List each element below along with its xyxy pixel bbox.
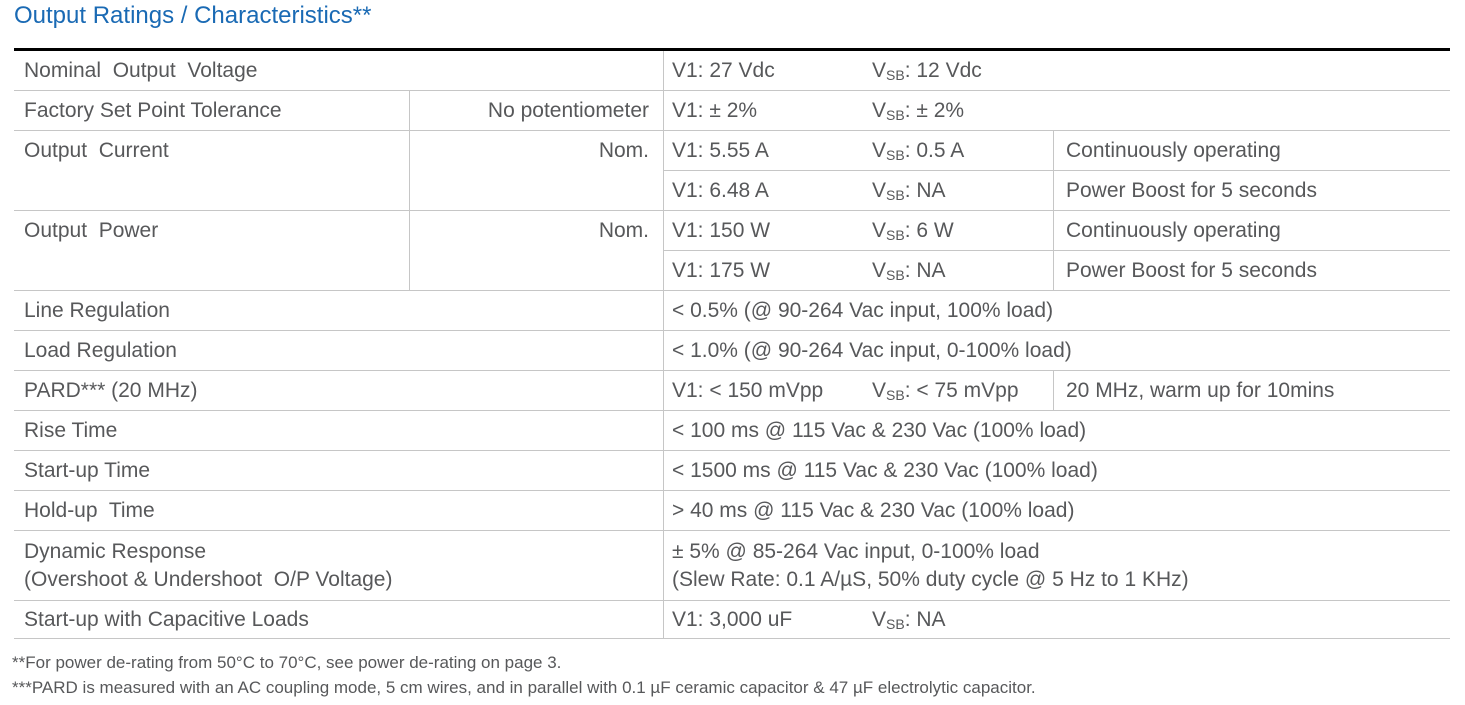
value-v1: V1: 27 Vdc: [672, 58, 775, 82]
table-row: Load Regulation < 1.0% (@ 90-264 Vac inp…: [14, 331, 1450, 371]
row-values: V1: 5.55 A VSB: 0.5 A: [664, 131, 1054, 170]
row-subrows: V1: 5.55 A VSB: 0.5 A Continuously opera…: [664, 131, 1450, 210]
value-vsb: VSB: NA: [872, 258, 946, 283]
row-label: Output Power: [14, 211, 410, 290]
value-vsb: VSB: 6 W: [872, 218, 954, 243]
value-vsb: VSB: 0.5 A: [872, 138, 965, 163]
table-row: Dynamic Response (Overshoot & Undershoot…: [14, 531, 1450, 601]
row-label: Factory Set Point Tolerance: [14, 91, 410, 130]
table-subrow: V1: 6.48 A VSB: NA Power Boost for 5 sec…: [664, 171, 1450, 210]
condition-cell: Continuously operating: [1066, 218, 1281, 242]
row-values: V1: 6.48 A VSB: NA: [664, 171, 1054, 210]
table-row: PARD*** (20 MHz) V1: < 150 mVpp VSB: < 7…: [14, 371, 1450, 411]
value-v1: V1: 175 W: [672, 258, 771, 282]
table-row: Start-up with Capacitive Loads V1: 3,000…: [14, 601, 1450, 639]
value-v1: V1: 6.48 A: [672, 178, 769, 202]
row-note: Nom.: [410, 131, 664, 210]
row-values: V1: < 150 mVpp VSB: < 75 mVpp: [664, 371, 1054, 410]
row-label: Load Regulation: [14, 331, 664, 370]
row-label: Start-up Time: [14, 451, 664, 490]
row-label: Line Regulation: [14, 291, 664, 330]
table-row: Factory Set Point Tolerance No potentiom…: [14, 91, 1450, 131]
row-label: Start-up with Capacitive Loads: [14, 601, 664, 638]
value-v1: V1: 3,000 uF: [672, 607, 793, 631]
table-subrow: V1: 5.55 A VSB: 0.5 A Continuously opera…: [664, 131, 1450, 171]
row-value: < 0.5% (@ 90-264 Vac input, 100% load): [672, 298, 1054, 322]
value-vsb: VSB: < 75 mVpp: [872, 378, 1019, 403]
condition-cell: 20 MHz, warm up for 10mins: [1066, 378, 1335, 402]
row-values: V1: ± 2% VSB: ± 2%: [664, 91, 1450, 130]
table-row: Rise Time < 100 ms @ 115 Vac & 230 Vac (…: [14, 411, 1450, 451]
page-title: Output Ratings / Characteristics**: [14, 2, 372, 29]
table-subrow: V1: 150 W VSB: 6 W Continuously operatin…: [664, 211, 1450, 251]
row-values: V1: 27 Vdc VSB: 12 Vdc: [664, 51, 1450, 90]
row-value: < 100 ms @ 115 Vac & 230 Vac (100% load): [672, 418, 1087, 442]
condition-cell: Power Boost for 5 seconds: [1066, 258, 1317, 282]
row-value: < 1500 ms @ 115 Vac & 230 Vac (100% load…: [672, 458, 1098, 482]
value-v1: V1: 150 W: [672, 218, 771, 242]
row-label: Rise Time: [14, 411, 664, 450]
row-label: Hold-up Time: [14, 491, 664, 530]
table-row: Start-up Time < 1500 ms @ 115 Vac & 230 …: [14, 451, 1450, 491]
value-v1: V1: ± 2%: [672, 98, 758, 122]
row-note: No potentiometer: [410, 91, 664, 130]
value-vsb: VSB: ± 2%: [872, 98, 965, 123]
row-label: Output Current: [14, 131, 410, 210]
output-ratings-table: Nominal Output Voltage V1: 27 Vdc VSB: 1…: [14, 48, 1450, 639]
condition-cell: Power Boost for 5 seconds: [1066, 178, 1317, 202]
table-row: Output Current Nom. V1: 5.55 A VSB: 0.5 …: [14, 131, 1450, 211]
table-row: Hold-up Time > 40 ms @ 115 Vac & 230 Vac…: [14, 491, 1450, 531]
row-label: Dynamic Response (Overshoot & Undershoot…: [14, 531, 664, 600]
row-note: Nom.: [410, 211, 664, 290]
row-values: V1: 175 W VSB: NA: [664, 251, 1054, 290]
row-label: Nominal Output Voltage: [14, 51, 664, 90]
value-vsb: VSB: 12 Vdc: [872, 58, 982, 83]
condition-cell: Continuously operating: [1066, 138, 1281, 162]
row-value: < 1.0% (@ 90-264 Vac input, 0-100% load): [672, 338, 1072, 362]
footnote-derating: **For power de-rating from 50°C to 70°C,…: [12, 653, 562, 672]
row-value: ± 5% @ 85-264 Vac input, 0-100% load (Sl…: [672, 539, 1189, 591]
value-vsb: VSB: NA: [872, 607, 946, 632]
row-values: V1: 150 W VSB: 6 W: [664, 211, 1054, 250]
table-row: Nominal Output Voltage V1: 27 Vdc VSB: 1…: [14, 51, 1450, 91]
row-subrows: V1: 150 W VSB: 6 W Continuously operatin…: [664, 211, 1450, 290]
table-row: Output Power Nom. V1: 150 W VSB: 6 W Con…: [14, 211, 1450, 291]
value-vsb: VSB: NA: [872, 178, 946, 203]
value-v1: V1: 5.55 A: [672, 138, 769, 162]
row-value: > 40 ms @ 115 Vac & 230 Vac (100% load): [672, 498, 1075, 522]
footnote-pard: ***PARD is measured with an AC coupling …: [12, 678, 1036, 697]
footnotes: **For power de-rating from 50°C to 70°C,…: [12, 650, 1036, 700]
table-subrow: V1: 175 W VSB: NA Power Boost for 5 seco…: [664, 251, 1450, 290]
row-values: V1: 3,000 uF VSB: NA: [664, 601, 1450, 638]
value-v1: V1: < 150 mVpp: [672, 378, 824, 402]
row-label: PARD*** (20 MHz): [14, 371, 664, 410]
table-row: Line Regulation < 0.5% (@ 90-264 Vac inp…: [14, 291, 1450, 331]
